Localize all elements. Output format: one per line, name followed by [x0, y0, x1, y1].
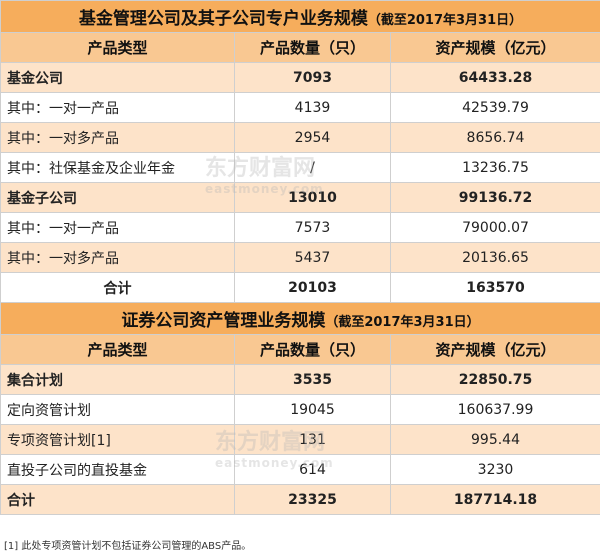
header-scale: 资产规模（亿元）: [390, 334, 600, 365]
header-scale: 资产规模（亿元）: [390, 32, 600, 63]
header-count: 产品数量（只）: [234, 334, 391, 365]
tables-container: 基金管理公司及其子公司专户业务规模（截至2017年3月31日） 产品类型 产品数…: [0, 0, 600, 515]
table-row: 其中：一对一产品 7573 79000.07: [0, 212, 600, 243]
table-row: 其中：一对多产品 5437 20136.65: [0, 242, 600, 273]
securities-header-row: 产品类型 产品数量（只） 资产规模（亿元）: [0, 334, 600, 365]
fund-total-row: 合计 20103 163570: [0, 272, 600, 303]
table-row: 其中：一对多产品 2954 8656.74: [0, 122, 600, 153]
footnote: [1] 此处专项资管计划不包括证券公司管理的ABS产品。: [4, 541, 252, 552]
table-row: 直投子公司的直投基金 614 3230: [0, 454, 600, 485]
table-row: 其中：社保基金及企业年金 / 13236.75: [0, 152, 600, 183]
securities-total-row: 合计 23325 187714.18: [0, 484, 600, 515]
table-row: 集合计划 3535 22850.75: [0, 364, 600, 395]
table-row: 其中：一对一产品 4139 42539.79: [0, 92, 600, 123]
fund-title: 基金管理公司及其子公司专户业务规模（截至2017年3月31日）: [0, 0, 600, 33]
fund-table: 基金管理公司及其子公司专户业务规模（截至2017年3月31日） 产品类型 产品数…: [0, 0, 600, 515]
table-row: 定向资管计划 19045 160637.99: [0, 394, 600, 425]
table-row: 专项资管计划[1] 131 995.44: [0, 424, 600, 455]
securities-title-row: 证券公司资产管理业务规模（截至2017年3月31日）: [0, 302, 600, 335]
table-row: 基金子公司 13010 99136.72: [0, 182, 600, 213]
header-type: 产品类型: [0, 334, 235, 365]
header-type: 产品类型: [0, 32, 235, 63]
fund-header-row: 产品类型 产品数量（只） 资产规模（亿元）: [0, 32, 600, 63]
table-row: 基金公司 7093 64433.28: [0, 62, 600, 93]
header-count: 产品数量（只）: [234, 32, 391, 63]
fund-title-row: 基金管理公司及其子公司专户业务规模（截至2017年3月31日）: [0, 0, 600, 33]
securities-title: 证券公司资产管理业务规模（截至2017年3月31日）: [0, 302, 600, 335]
